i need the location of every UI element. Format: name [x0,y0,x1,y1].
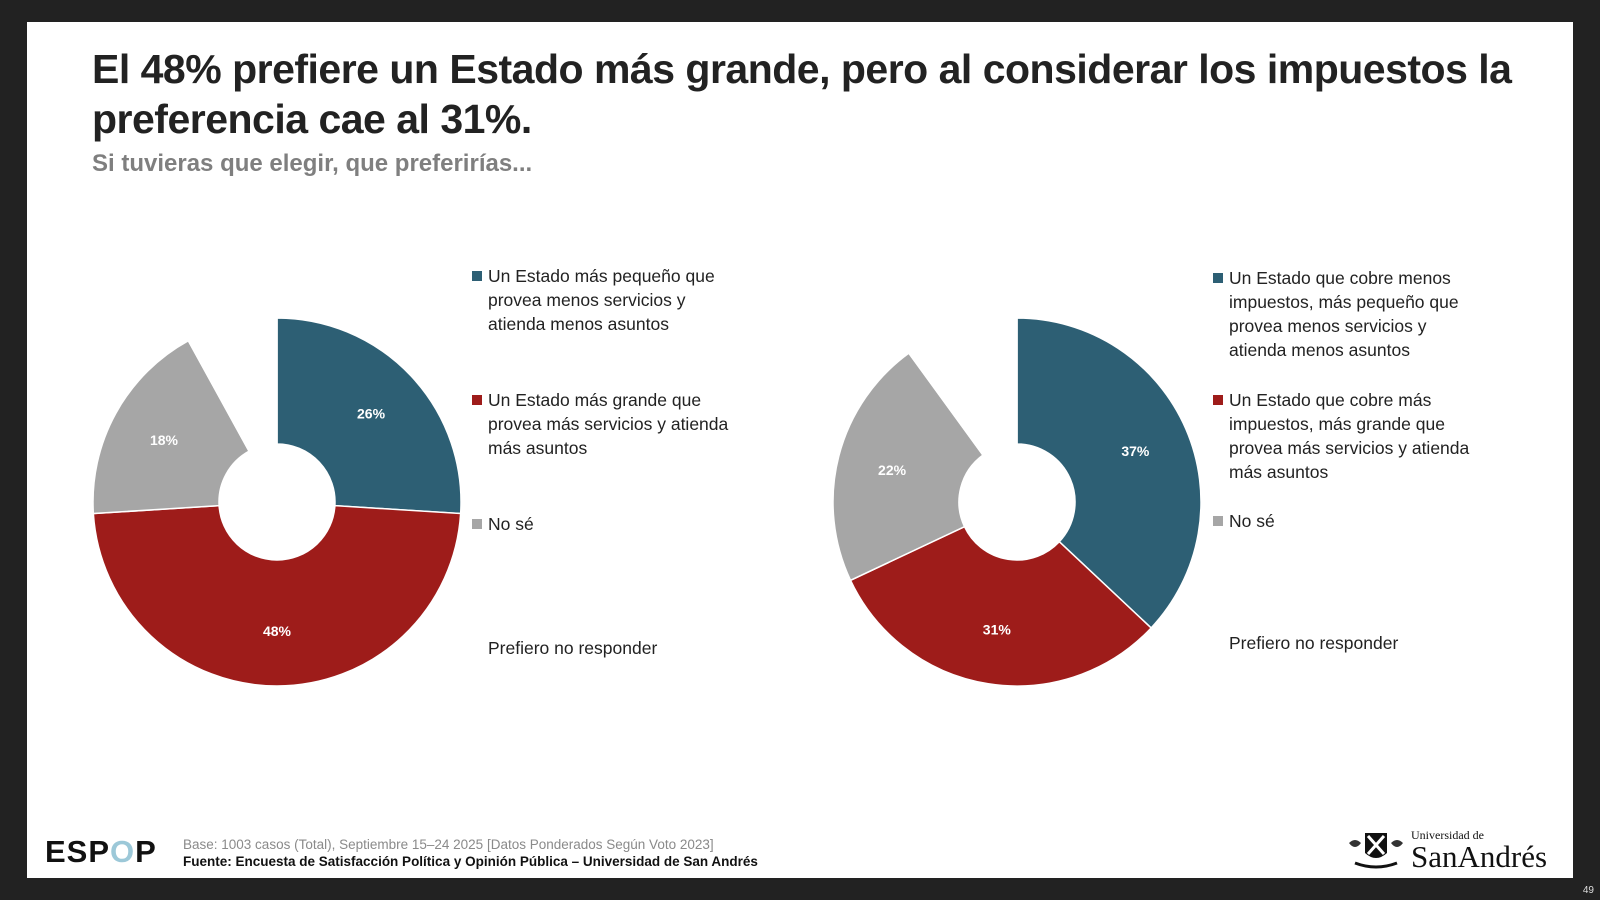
legend-item: Un Estado más grande que provea más serv… [472,388,742,460]
legend-item: Prefiero no responder [1213,631,1483,655]
legend-swatch-blue [1213,273,1223,283]
legend-swatch-blue [472,271,482,281]
slide-subtitle: Si tuvieras que elegir, que preferirías.… [92,150,533,177]
crest-icon [1349,832,1403,868]
slice-label: 48% [263,623,292,639]
legend-swatch-red [1213,395,1223,405]
legend-1: Un Estado más pequeño que provea menos s… [472,264,752,684]
donut-slice [92,504,462,687]
slice-label: 18% [150,432,179,448]
legend-item: Un Estado más pequeño que provea menos s… [472,264,742,336]
legend-swatch-red [472,395,482,405]
donut-chart-1: 26% 48% 18% [92,317,462,687]
donut-slice [849,525,1153,687]
legend-swatch-gray [1213,516,1223,526]
page-number: 49 [1582,885,1594,896]
slide-title: El 48% prefiere un Estado más grande, pe… [92,46,1512,142]
donut-slice [907,317,1018,457]
slice-label: 26% [357,406,386,422]
donut-slice [832,352,984,582]
legend-item: No sé [1213,509,1483,533]
legend-item: Un Estado que cobre menos impuestos, más… [1213,266,1483,362]
legend-item: Un Estado que cobre más impuestos, más g… [1213,388,1483,484]
donut-slice [92,339,251,515]
slice-label: 31% [983,621,1012,637]
footer-base-note: Base: 1003 casos (Total), Septiembre 15–… [183,837,714,852]
legend-swatch-gray [472,519,482,529]
slice-label: 22% [878,462,907,478]
slice-label: 37% [1121,443,1150,459]
espop-logo: ESPOP [45,834,157,869]
donut-slice [276,317,462,515]
donut-slice [187,317,278,453]
legend-item: Prefiero no responder [472,636,742,660]
legend-swatch-none [1213,638,1223,648]
footer-source: Fuente: Encuesta de Satisfacción Polític… [183,854,758,869]
legend-2: Un Estado que cobre menos impuestos, más… [1213,266,1493,686]
slide: El 48% prefiere un Estado más grande, pe… [27,22,1573,878]
university-logo: Universidad de SanAndrés [1345,828,1547,872]
legend-swatch-none [472,643,482,653]
donut-chart-2: 37% 31% 22% [832,317,1202,687]
legend-item: No sé [472,512,742,536]
donut-slice [1016,317,1202,630]
